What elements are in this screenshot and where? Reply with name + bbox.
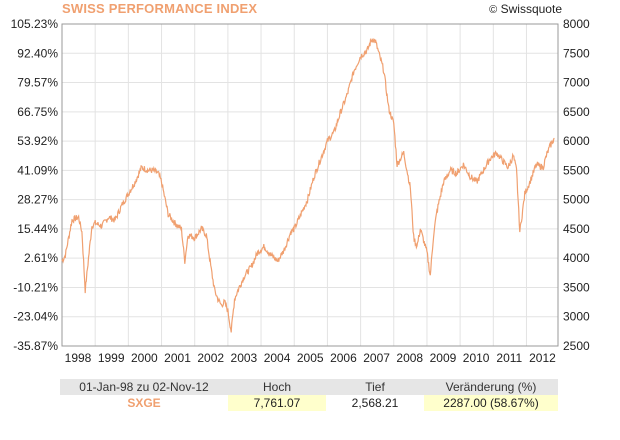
source-credit: © Swissquote [489, 2, 562, 16]
x-tick-label: 1998 [65, 351, 92, 365]
x-tick-label: 2008 [396, 351, 423, 365]
x-axis-labels: 1998 1999 2000 2001 2002 2003 2004 2005 2006 2007… [65, 351, 557, 365]
right-tick-label: 4500 [563, 222, 590, 236]
right-tick-label: 8000 [563, 17, 590, 31]
summary-table: 01-Jan-98 zu 02-Nov-12 Hoch Tief Verände… [60, 379, 558, 411]
high-value: 7,761.07 [228, 395, 326, 411]
x-tick-label: 2012 [529, 351, 556, 365]
left-tick-label: -35.87% [13, 339, 58, 353]
left-tick-label: 92.40% [17, 46, 58, 60]
x-tick-label: 1999 [98, 351, 125, 365]
right-tick-label: 3000 [563, 310, 590, 324]
x-tick-label: 2009 [430, 351, 457, 365]
period-label: 01-Jan-98 zu 02-Nov-12 [60, 379, 228, 395]
x-tick-label: 2002 [197, 351, 224, 365]
chart-title: SWISS PERFORMANCE INDEX [62, 1, 258, 16]
x-tick-label: 2011 [496, 351, 522, 365]
right-tick-label: 5500 [563, 163, 590, 177]
left-tick-label: -10.21% [13, 280, 58, 294]
right-tick-label: 6500 [563, 105, 590, 119]
left-tick-label: 79.57% [17, 76, 58, 90]
x-tick-label: 2000 [131, 351, 158, 365]
credit-text: Swissquote [500, 2, 562, 16]
x-tick-label: 2006 [330, 351, 357, 365]
copyright-symbol: © [489, 4, 498, 16]
change-header: Veränderung (%) [424, 379, 558, 395]
x-tick-label: 2007 [363, 351, 390, 365]
left-tick-label: 2.61% [24, 251, 58, 265]
grid-lines [61, 23, 558, 347]
right-tick-label: 4000 [563, 251, 590, 265]
low-value: 2,568.21 [326, 395, 424, 411]
left-tick-label: 66.75% [17, 105, 58, 119]
left-tick-label: 53.92% [17, 134, 58, 148]
right-axis-labels: 2500 3000 3500 4000 4500 5000 5500 6000 6500 7000… [563, 17, 590, 353]
low-header: Tief [326, 379, 424, 395]
right-tick-label: 3500 [563, 280, 590, 294]
x-tick-label: 2010 [463, 351, 490, 365]
x-tick-label: 2004 [264, 351, 291, 365]
left-tick-label: 41.09% [17, 163, 58, 177]
right-tick-label: 7500 [563, 46, 590, 60]
x-tick-label: 2003 [231, 351, 258, 365]
right-tick-label: 5000 [563, 193, 590, 207]
left-tick-label: 105.23% [11, 17, 59, 31]
series-line-sxge [61, 37, 555, 333]
plot-frame [61, 23, 559, 347]
right-tick-label: 6000 [563, 134, 590, 148]
x-tick-label: 2001 [164, 351, 191, 365]
right-tick-label: 2500 [563, 339, 590, 353]
right-tick-label: 7000 [563, 76, 590, 90]
high-header: Hoch [228, 379, 326, 395]
left-axis-labels: -35.87% -23.04% -10.21% 2.61% 15.44% 28.27% 41… [11, 17, 59, 353]
summary-data-row: SXGE 7,761.07 2,568.21 2287.00 (58.67%) [60, 395, 558, 411]
left-tick-label: -23.04% [13, 310, 58, 324]
left-tick-label: 28.27% [17, 193, 58, 207]
x-tick-label: 2005 [297, 351, 324, 365]
line-chart: -35.87% -23.04% -10.21% 2.61% 15.44% 28.27% 41… [11, 17, 590, 365]
summary-header-row: 01-Jan-98 zu 02-Nov-12 Hoch Tief Verände… [60, 379, 558, 395]
left-tick-label: 15.44% [17, 222, 58, 236]
symbol-label: SXGE [60, 395, 228, 411]
change-value: 2287.00 (58.67%) [424, 395, 558, 411]
